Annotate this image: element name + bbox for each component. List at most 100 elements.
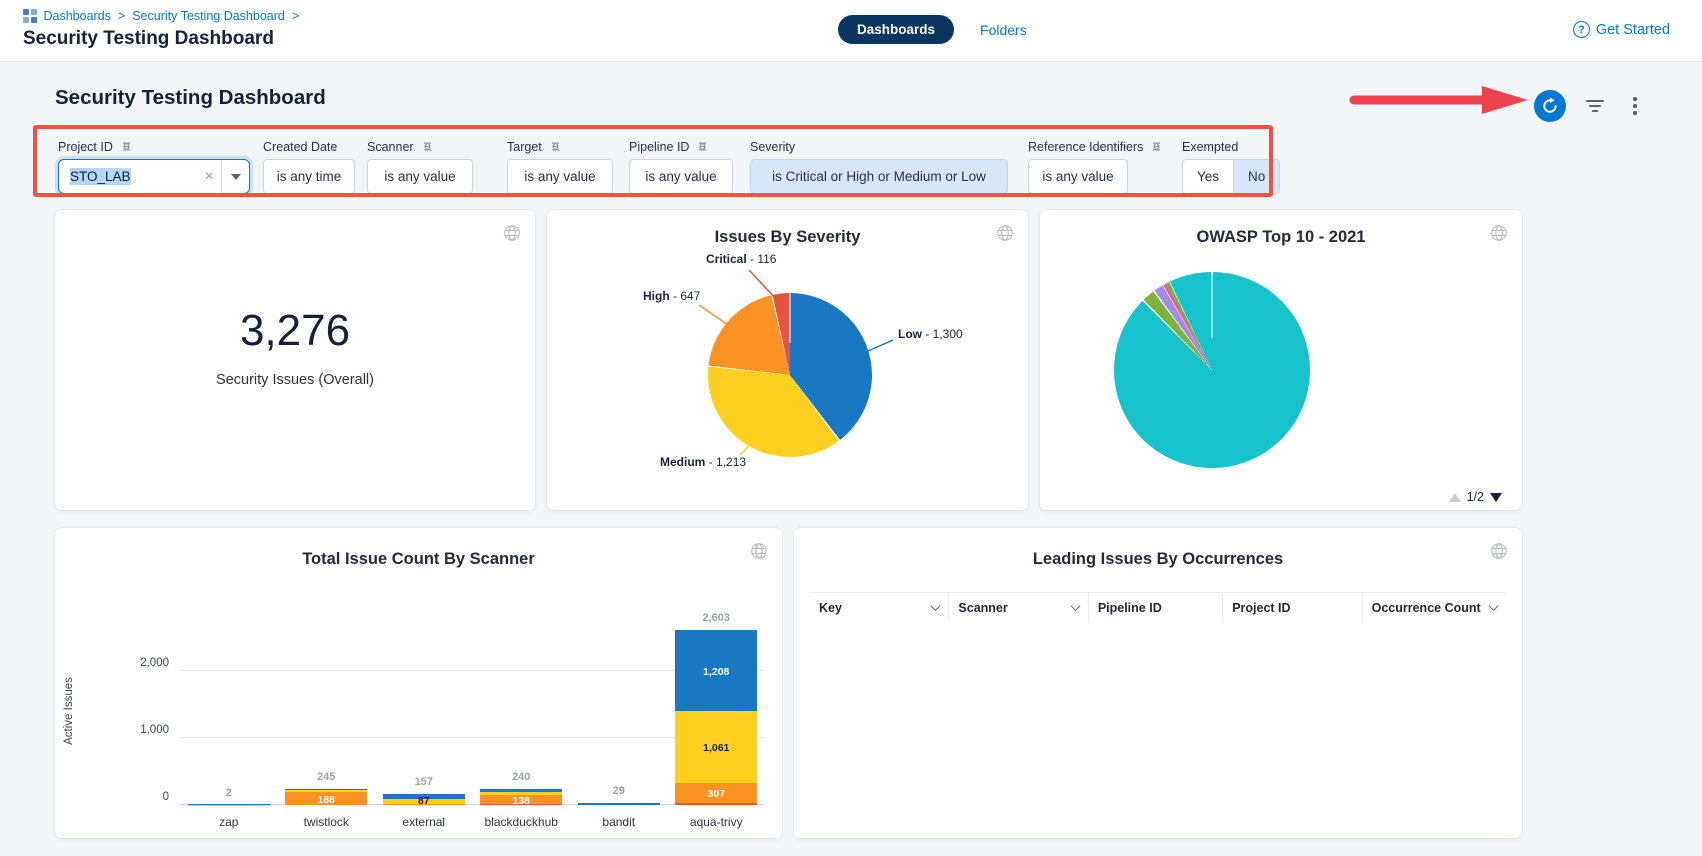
- chart-title: Total Issue Count By Scanner: [55, 550, 782, 569]
- owasp-pie-chart: [1114, 272, 1310, 468]
- reference-identifiers-value[interactable]: is any value: [1028, 159, 1128, 194]
- link-icon: [420, 142, 435, 152]
- created-date-value[interactable]: is any time: [263, 159, 355, 194]
- pie-label-medium: Medium - 1,213: [660, 455, 746, 469]
- bar-blackduckhub: 240blackduckhub: [473, 617, 571, 805]
- bar-segment-critical: [675, 803, 757, 805]
- view-tabs: Dashboards Folders: [838, 15, 1027, 44]
- chevron-down-icon[interactable]: [1070, 601, 1080, 611]
- bar-total-label: 157: [375, 776, 473, 788]
- severity-value[interactable]: is Critical or High or Medium or Low: [750, 159, 1008, 194]
- chevron-down-icon[interactable]: [931, 601, 941, 611]
- bar-segment-medium: [285, 790, 367, 792]
- chevron-down-icon[interactable]: [1489, 601, 1499, 611]
- filter-label: Scanner: [367, 140, 435, 154]
- exempted-yes[interactable]: Yes: [1183, 160, 1233, 193]
- bar-segment-high: [285, 792, 367, 805]
- exempted-no[interactable]: No: [1233, 160, 1279, 193]
- x-axis-category-label: blackduckhub: [473, 815, 571, 829]
- column-header-occurrence-count[interactable]: Occurrence Count: [1362, 593, 1506, 622]
- column-header-key[interactable]: Key: [810, 593, 948, 622]
- filter-icon[interactable]: [1584, 98, 1606, 114]
- bar-total-label: 2: [180, 787, 278, 799]
- link-icon: [1149, 142, 1164, 152]
- bar-segment-low: [188, 804, 270, 805]
- filter-label-text: Exempted: [1182, 140, 1238, 154]
- filter-label: Project ID: [58, 140, 134, 154]
- breadcrumb-dashboards[interactable]: Dashboards: [44, 9, 111, 23]
- pie-label-low: Low - 1,300: [898, 327, 963, 341]
- breadcrumb-separator: >: [292, 9, 299, 23]
- kpi-label: Security Issues (Overall): [55, 372, 535, 388]
- refresh-button[interactable]: [1534, 90, 1566, 122]
- filter-reference-identifiers: Reference Identifiers is any value: [1028, 159, 1128, 194]
- filter-project-id: Project ID STO_LAB ×: [58, 159, 250, 194]
- kebab-menu-icon[interactable]: [1628, 94, 1642, 118]
- pie-label-high: High - 647: [643, 289, 700, 303]
- dropdown-caret-icon[interactable]: [221, 160, 249, 193]
- breadcrumb: Dashboards > Security Testing Dashboard …: [23, 9, 299, 23]
- card-leading-issues-by-occurrences: Leading Issues By Occurrences Key Scanne…: [794, 528, 1522, 838]
- dashboard-content: Security Testing Dashboard Project ID ST…: [0, 62, 1702, 856]
- top-header: Dashboards > Security Testing Dashboard …: [0, 0, 1702, 62]
- x-axis-category-label: bandit: [570, 815, 668, 829]
- exempted-toggle: Yes No: [1182, 159, 1280, 194]
- filter-label: Target: [507, 140, 563, 154]
- pie-label-critical: Critical - 116: [706, 252, 776, 266]
- page-down-icon[interactable]: [1490, 493, 1502, 502]
- bar-segment-medium: [383, 799, 465, 805]
- get-started-link[interactable]: ? Get Started: [1573, 21, 1670, 38]
- bar-segment-low: [480, 789, 562, 792]
- y-tick: 2,000: [85, 657, 169, 669]
- link-icon: [548, 142, 563, 152]
- filter-label-text: Created Date: [263, 140, 337, 154]
- y-tick: 0: [85, 791, 169, 803]
- column-header-scanner[interactable]: Scanner: [948, 593, 1087, 622]
- page-indicator: 1/2: [1467, 490, 1484, 504]
- filter-label-text: Severity: [750, 140, 795, 154]
- filter-label: Pipeline ID: [629, 140, 710, 154]
- filter-scanner: Scanner is any value: [367, 159, 473, 194]
- card-total-issue-count-by-scanner: Total Issue Count By Scanner Active Issu…: [55, 528, 782, 838]
- target-value[interactable]: is any value: [507, 159, 613, 194]
- page-title: Security Testing Dashboard: [23, 28, 274, 50]
- filter-pipeline-id: Pipeline ID is any value: [629, 159, 733, 194]
- filter-label-text: Pipeline ID: [629, 140, 689, 154]
- bar-aqua-trivy: 2,603aqua-trivy: [668, 617, 766, 805]
- column-header-project-id[interactable]: Project ID: [1222, 593, 1361, 622]
- page-up-icon[interactable]: [1449, 493, 1461, 502]
- filter-label: Severity: [750, 140, 795, 154]
- bar-segment-low: [285, 789, 367, 791]
- bar-segment-high: [675, 783, 757, 804]
- breadcrumb-separator: >: [118, 9, 125, 23]
- clear-icon[interactable]: ×: [197, 168, 221, 186]
- pie-pagination: 1/2: [1449, 490, 1502, 504]
- severity-pie-chart: [708, 293, 872, 457]
- scanner-value[interactable]: is any value: [367, 159, 473, 194]
- bar-bandit: 29bandit: [570, 617, 668, 805]
- bar-segment-high: [480, 795, 562, 804]
- y-axis-title: Active Issues: [57, 617, 81, 805]
- bar-total-label: 240: [473, 771, 571, 783]
- filter-label-text: Project ID: [58, 140, 113, 154]
- x-axis-category-label: aqua-trivy: [668, 815, 766, 829]
- breadcrumb-current[interactable]: Security Testing Dashboard: [132, 9, 285, 23]
- card-owasp-top-10: OWASP Top 10 - 2021 1/2: [1040, 210, 1522, 510]
- tab-dashboards[interactable]: Dashboards: [838, 15, 954, 44]
- filter-created-date: Created Date is any time: [263, 159, 355, 194]
- column-header-pipeline-id[interactable]: Pipeline ID: [1088, 593, 1222, 622]
- filter-label: Exempted: [1182, 140, 1238, 154]
- bar-segment-low: [383, 794, 465, 798]
- table-title: Leading Issues By Occurrences: [794, 550, 1522, 569]
- pipeline-id-value[interactable]: is any value: [629, 159, 733, 194]
- filter-exempted: Exempted Yes No: [1182, 159, 1280, 194]
- bar-total-label: 245: [278, 771, 376, 783]
- bar-segment-medium: [675, 711, 757, 782]
- dashboards-grid-icon: [23, 9, 37, 23]
- project-id-input[interactable]: STO_LAB ×: [58, 159, 250, 194]
- kpi-value: 3,276: [55, 306, 535, 356]
- y-tick: 1,000: [85, 724, 169, 736]
- tab-folders[interactable]: Folders: [980, 22, 1027, 38]
- annotation-arrow: [1346, 84, 1532, 116]
- bar-zap: 2zap: [180, 617, 278, 805]
